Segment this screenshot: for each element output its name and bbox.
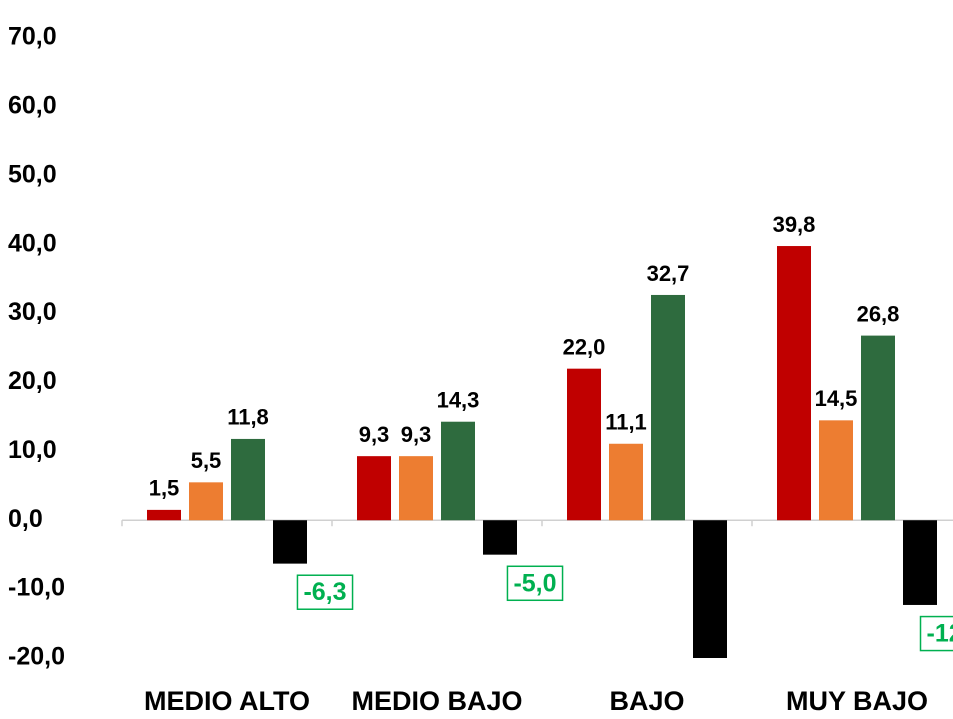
x-tick-label: BAJO [609, 686, 684, 716]
bar [147, 509, 181, 521]
y-tick-label: -10,0 [8, 574, 65, 602]
x-tick-label: MEDIO BAJO [351, 686, 522, 716]
y-tick-label: 70,0 [8, 23, 57, 51]
value-label: 14,5 [815, 386, 858, 411]
y-tick-label: 50,0 [8, 160, 57, 188]
bar [231, 438, 265, 521]
label-box [296, 574, 354, 610]
value-label: -5,0 [513, 569, 556, 597]
bar [903, 520, 937, 605]
y-tick-label: 60,0 [8, 91, 57, 119]
y-tick-label: -20,0 [8, 643, 65, 671]
bar [441, 421, 475, 521]
y-tick-label: 40,0 [8, 229, 57, 257]
y-tick-label: 30,0 [8, 298, 57, 326]
bar [273, 520, 307, 564]
bar [693, 520, 727, 658]
value-label: 9,3 [359, 422, 390, 447]
value-label: 22,0 [563, 334, 606, 359]
bar [357, 456, 391, 521]
value-label: 9,3 [401, 422, 432, 447]
value-label: -6,3 [303, 578, 346, 606]
value-label: 5,5 [191, 448, 222, 473]
bar [819, 420, 853, 521]
x-tick-label: MUY BAJO [786, 686, 928, 716]
value-label: 26,8 [857, 301, 900, 326]
bar [567, 368, 601, 521]
value-label: 14,3 [437, 388, 480, 413]
value-label: 1,5 [149, 476, 180, 501]
value-label: 39,8 [773, 212, 816, 237]
y-tick-label: 0,0 [8, 505, 43, 533]
bar [861, 335, 895, 521]
bar [483, 520, 517, 555]
bar [609, 443, 643, 521]
x-tick-label: MEDIO ALTO [144, 686, 310, 716]
label-box [506, 565, 564, 602]
bar [399, 456, 433, 521]
bar [651, 294, 685, 521]
value-label: 11,8 [227, 405, 269, 430]
label-box [919, 615, 953, 652]
value-label: 32,7 [647, 261, 690, 286]
bar [777, 246, 811, 521]
bar [189, 482, 223, 521]
value-label: 11,1 [605, 410, 647, 435]
y-tick-label: 10,0 [8, 436, 57, 464]
value-label: -12,3 [927, 620, 953, 648]
y-tick-label: 20,0 [8, 367, 57, 395]
